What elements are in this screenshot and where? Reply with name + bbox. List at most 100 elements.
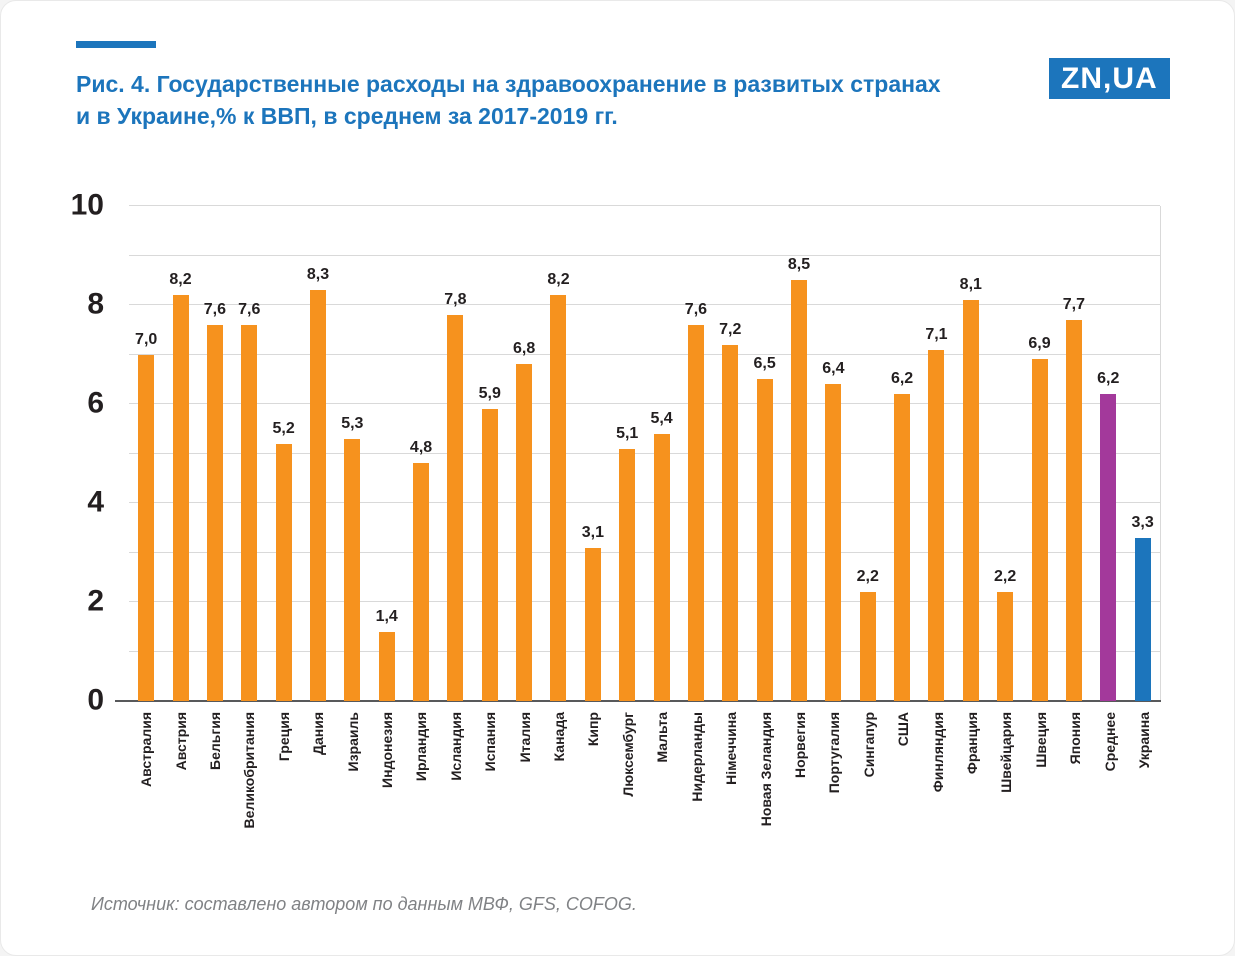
category-label: Австрия	[163, 712, 197, 770]
category-label: Финляндия	[920, 712, 954, 792]
category-label-text: Швеция	[1032, 712, 1049, 768]
gridline	[129, 452, 1160, 454]
category-label: Франция	[955, 712, 989, 774]
y-axis-labels: 0 2 4 6 8 10	[36, 188, 116, 716]
bar-value-label: 7,6	[684, 300, 708, 318]
category-label-text: Израиль	[344, 712, 361, 772]
bar	[481, 408, 498, 701]
category-label: Німеччина	[714, 712, 748, 785]
category-label-text: Дания	[310, 712, 327, 755]
gridline	[129, 551, 1160, 553]
bar-value-label: 3,1	[581, 523, 604, 541]
bar-column: 6,2	[1091, 206, 1125, 701]
bar	[1031, 359, 1048, 701]
bar-column: 7,6	[679, 206, 713, 701]
bar-value-label: 6,2	[1097, 370, 1120, 388]
category-label: Сингапур	[852, 712, 886, 777]
gridline	[129, 601, 1160, 602]
bar	[309, 290, 326, 701]
bar	[894, 394, 911, 701]
bar-value-label: 6,4	[822, 360, 845, 378]
category-label-text: Финляндия	[929, 712, 946, 793]
category-label-text: Австрия	[172, 712, 189, 771]
category-label-text: Исландия	[447, 712, 464, 781]
category-label-text: Украина	[1135, 712, 1152, 769]
category-label-text: Великобритания	[241, 712, 258, 829]
bar-column: 5,2	[266, 206, 300, 701]
gridline	[129, 353, 1160, 355]
y-axis-tick-label: 2	[87, 584, 104, 618]
bar-column: 7,0	[129, 206, 163, 701]
bar-column: 7,7	[1057, 206, 1091, 701]
bar-value-label: 8,5	[787, 256, 811, 274]
category-label: Австралия	[129, 712, 163, 787]
bar-column: 8,5	[782, 206, 816, 701]
bar-column: 2,2	[851, 206, 885, 701]
y-axis-tick-label: 8	[87, 287, 104, 321]
bar-column: 5,4	[644, 206, 678, 701]
bar-column: 5,3	[335, 206, 369, 701]
category-label: Португалия	[817, 712, 851, 793]
bar-value-label: 6,8	[513, 340, 536, 358]
category-label-text: Бельгия	[207, 712, 224, 770]
category-label: Индонезия	[370, 712, 404, 788]
bar-value-label: 7,2	[719, 320, 742, 338]
bar-value-label: 7,8	[444, 290, 467, 308]
bar	[756, 379, 773, 701]
chart-title-line-2: и в Украине,% к ВВП, в среднем за 2017-2…	[76, 103, 618, 129]
bar	[378, 631, 395, 701]
bars-row: 7,0 8,2 7,6 7,6 5,2 8,3 5,3 1,4 4,8 7,8 5,9 6,8 8,2 3…	[129, 206, 1160, 701]
category-label: Бельгия	[198, 712, 232, 770]
bar-value-label: 6,2	[890, 370, 914, 388]
bar-column: 8,1	[954, 206, 988, 701]
gridline	[129, 304, 1160, 305]
category-label: Нидерланды	[680, 712, 714, 802]
bar	[1065, 319, 1082, 701]
category-label: Швеция	[1024, 712, 1058, 768]
bar-value-label: 8,2	[547, 271, 570, 289]
y-axis-tick-label: 6	[87, 386, 104, 420]
bar-value-label: 1,4	[375, 607, 398, 625]
category-label-text: Німеччина	[723, 712, 740, 785]
x-axis-line	[115, 700, 1161, 702]
bar-value-label: 6,9	[1028, 335, 1051, 353]
category-label: Кипр	[576, 712, 610, 746]
category-label-text: Испания	[482, 712, 499, 772]
bar-value-label: 7,0	[135, 330, 158, 348]
bar-column: 7,1	[919, 206, 953, 701]
bar	[516, 364, 533, 701]
category-labels-row: Австралия Австрия Бельгия Великобритания Гре…	[129, 712, 1161, 828]
zn-ua-logo: ZN,UA	[1049, 58, 1170, 99]
bar-value-label: 8,2	[169, 271, 192, 289]
bar-column: 8,2	[541, 206, 575, 701]
category-label-text: Италия	[516, 712, 533, 763]
category-label: Швейцария	[989, 712, 1023, 793]
bar-value-label: 7,1	[925, 325, 948, 343]
bar	[619, 448, 636, 701]
bar	[928, 349, 945, 701]
zn-ua-logo-text: ZN,UA	[1061, 61, 1158, 95]
category-label-text: США	[895, 712, 912, 747]
category-label: Среднее	[1092, 712, 1126, 771]
category-label: Мальта	[645, 712, 679, 763]
y-axis-tick-label: 0	[87, 683, 104, 717]
gridline	[129, 205, 1160, 206]
category-label-text: Индонезия	[379, 712, 396, 788]
bar	[447, 314, 464, 701]
category-label: Греция	[267, 712, 301, 761]
category-label-text: Среднее	[1101, 712, 1118, 772]
category-label: Дания	[301, 712, 335, 755]
category-label-text: Португалия	[826, 712, 843, 794]
category-label: Япония	[1058, 712, 1092, 764]
category-label-text: Сингапур	[860, 712, 877, 778]
bar-value-label: 5,1	[616, 424, 639, 442]
bar-column: 8,3	[301, 206, 335, 701]
bar-value-label: 7,7	[1062, 295, 1085, 313]
bar-column: 7,6	[198, 206, 232, 701]
category-label: Италия	[507, 712, 541, 762]
bar-column: 6,9	[1022, 206, 1056, 701]
bar	[687, 324, 704, 701]
chart-title: Рис. 4. Государственные расходы на здрав…	[76, 68, 1026, 132]
category-label: Ирландия	[404, 712, 438, 781]
